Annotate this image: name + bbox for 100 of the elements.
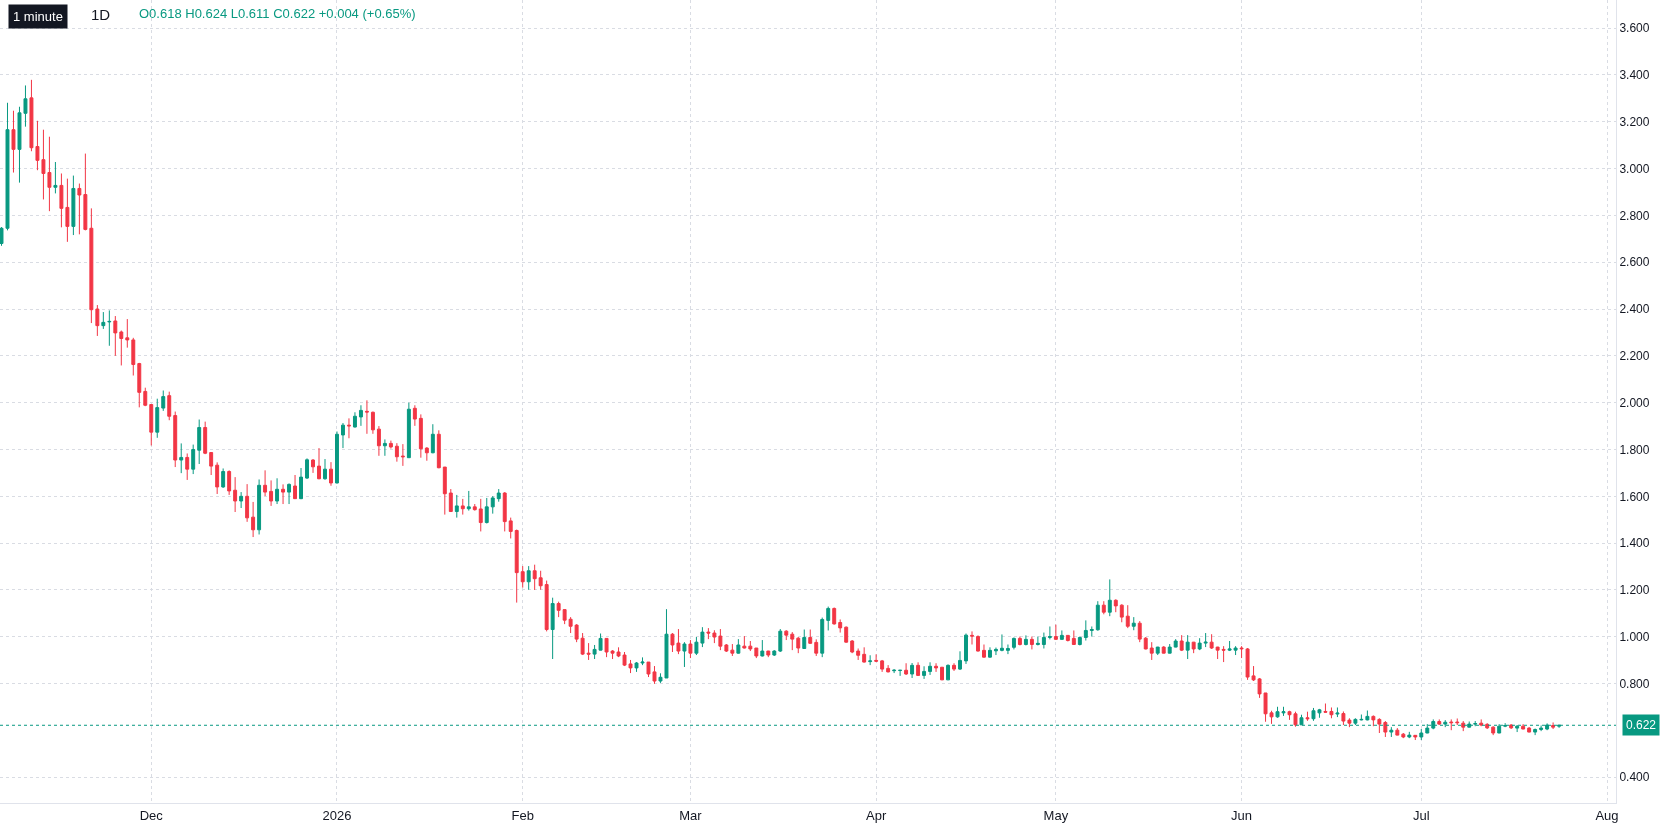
candlestick xyxy=(370,411,375,435)
candlestick xyxy=(736,638,741,655)
candlestick xyxy=(922,665,927,680)
candlestick xyxy=(275,477,280,505)
candlestick xyxy=(766,650,771,658)
candlestick xyxy=(904,662,909,676)
y-tick-label: 1.000 xyxy=(1619,629,1650,644)
candlestick xyxy=(976,634,980,653)
candlestick xyxy=(191,444,196,475)
y-tick-label: 1.200 xyxy=(1619,583,1650,598)
candlestick xyxy=(1395,727,1400,736)
y-tick-label: 2.200 xyxy=(1619,349,1650,364)
candlestick xyxy=(1101,600,1106,615)
candlestick xyxy=(382,438,387,457)
candlestick xyxy=(730,643,735,657)
candlestick xyxy=(1137,620,1142,643)
candlestick xyxy=(406,402,411,459)
y-tick-label: 0.400 xyxy=(1619,770,1650,785)
candlestick xyxy=(466,490,471,512)
candlestick xyxy=(95,304,100,337)
annotation: 1 minute xyxy=(13,9,63,24)
candlestick xyxy=(1125,604,1130,629)
candlestick xyxy=(898,669,903,677)
candlestick xyxy=(772,649,777,656)
candlestick xyxy=(1155,646,1160,656)
candlestick xyxy=(934,662,939,673)
candlestick xyxy=(1509,724,1514,730)
candlestick xyxy=(281,483,286,505)
candlestick xyxy=(167,391,172,421)
candlestick xyxy=(71,175,76,236)
candlestick xyxy=(335,430,339,484)
candlestick xyxy=(203,421,208,455)
candlestick xyxy=(317,447,321,480)
candlestick xyxy=(502,491,507,532)
candlestick xyxy=(874,653,879,663)
candlestick xyxy=(143,387,148,407)
candlestick xyxy=(892,668,897,674)
candlestick xyxy=(940,666,945,681)
candlestick xyxy=(239,491,244,509)
candlestick xyxy=(478,498,483,532)
x-tick-label: 2026 xyxy=(322,807,352,823)
candlestick xyxy=(1005,644,1010,655)
candlestick xyxy=(1185,634,1190,660)
candlestick xyxy=(760,639,765,657)
candlestick xyxy=(928,661,933,676)
y-tick-label: 3.200 xyxy=(1619,114,1650,129)
candlestick xyxy=(868,654,873,666)
candlestick xyxy=(826,606,831,631)
candlestick xyxy=(179,442,184,474)
y-tick-label: 1.600 xyxy=(1619,489,1650,504)
candlestick xyxy=(388,440,393,450)
candlestick xyxy=(1485,723,1490,730)
candlestick xyxy=(484,497,489,524)
candlestick xyxy=(1419,728,1424,741)
candlestick xyxy=(682,641,687,668)
candlestick xyxy=(808,629,813,645)
ref-line-label: 0.622 xyxy=(1626,718,1657,732)
candlestick xyxy=(1209,633,1214,650)
candlestick xyxy=(1065,634,1070,642)
candlestick xyxy=(1131,616,1136,631)
candlestick xyxy=(257,478,262,535)
candlestick xyxy=(376,425,381,457)
candlestick xyxy=(454,494,459,519)
candlestick xyxy=(341,422,345,449)
candlestick xyxy=(1035,636,1040,646)
candlestick xyxy=(982,644,986,659)
candlestick xyxy=(1437,718,1442,726)
candlestick xyxy=(850,639,855,654)
candlestick xyxy=(1389,726,1394,738)
candlestick xyxy=(1191,641,1196,654)
candlestick xyxy=(1089,625,1094,638)
candlestick xyxy=(952,662,956,672)
candlestick xyxy=(1149,641,1154,661)
y-tick-label: 3.000 xyxy=(1619,161,1650,176)
candlestick xyxy=(916,661,921,677)
candlestick xyxy=(460,498,465,516)
candlestick xyxy=(844,625,849,644)
candlestick xyxy=(550,597,555,660)
candlestick xyxy=(269,479,274,507)
candlestick xyxy=(1143,636,1148,650)
candlestick xyxy=(748,640,753,652)
y-tick-label: 1.800 xyxy=(1619,442,1650,457)
candlestick xyxy=(125,318,130,349)
candlestick xyxy=(946,663,950,681)
candlestick xyxy=(472,503,477,512)
candlestick xyxy=(532,564,537,591)
candlestick xyxy=(1011,636,1016,650)
candlestick xyxy=(820,617,825,658)
candlestick xyxy=(83,153,88,231)
candlestick xyxy=(988,646,992,659)
candlestick xyxy=(209,452,214,476)
candlestick xyxy=(185,452,190,481)
candlestick xyxy=(173,411,178,468)
candlestick xyxy=(329,461,333,487)
candlestick xyxy=(814,638,819,657)
candlestick xyxy=(394,442,399,463)
y-tick-label: 2.000 xyxy=(1619,395,1650,410)
chart-title: 1D xyxy=(91,6,111,23)
candlestick xyxy=(514,529,519,604)
candlestick xyxy=(1377,717,1382,734)
